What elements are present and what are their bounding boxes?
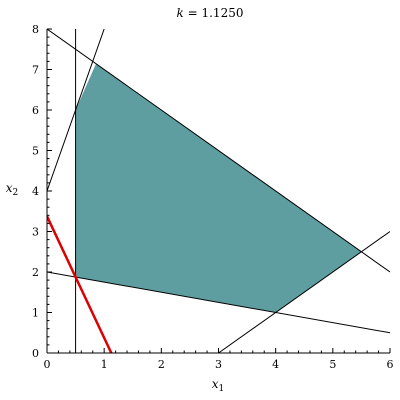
constraint-lines-layer <box>47 29 390 353</box>
y-axis-label-sub: 2 <box>13 188 19 198</box>
y-tick-label: 5 <box>32 145 39 158</box>
y-axis-label-base: x <box>6 181 13 195</box>
x-tick-label: 0 <box>44 358 51 371</box>
constraint-line-right-diagonal <box>218 231 390 353</box>
x-tick-label: 1 <box>101 358 108 371</box>
x-axis-label-base: x <box>212 377 219 391</box>
y-tick-label: 4 <box>32 185 39 198</box>
x-tick-label: 3 <box>215 358 222 371</box>
x-tick-label: 5 <box>329 358 336 371</box>
x-axis-label: x1 <box>212 377 225 394</box>
title-value: = 1.1250 <box>184 6 244 20</box>
feasible-region-layer <box>75 63 362 313</box>
chart-title: k = 1.1250 <box>177 6 244 20</box>
y-axis-label: x2 <box>6 181 19 198</box>
y-tick-label: 8 <box>32 23 39 36</box>
x-axis-label-sub: 1 <box>219 384 225 394</box>
y-tick-label: 0 <box>32 347 39 360</box>
y-tick-label: 7 <box>32 64 39 77</box>
x-tick-label: 4 <box>272 358 279 371</box>
constraint-line-lower-diagonal <box>47 271 390 334</box>
x-tick-label: 6 <box>387 358 394 371</box>
y-tick-label: 2 <box>32 266 39 279</box>
y-tick-label: 6 <box>32 104 39 117</box>
ticks-layer: 0 1 2 3 4 5 6 0 1 2 3 4 5 6 7 8 <box>32 23 394 371</box>
objective-line <box>47 215 113 353</box>
title-variable: k <box>177 6 184 20</box>
x-tick-label: 2 <box>158 358 165 371</box>
y-tick-label: 3 <box>32 226 39 239</box>
objective-line-layer <box>47 215 113 353</box>
constraint-line-steep-up <box>47 29 105 192</box>
y-tick-label: 1 <box>32 307 39 320</box>
constraint-line-top-diagonal <box>47 29 390 273</box>
feasible-region <box>75 63 362 313</box>
